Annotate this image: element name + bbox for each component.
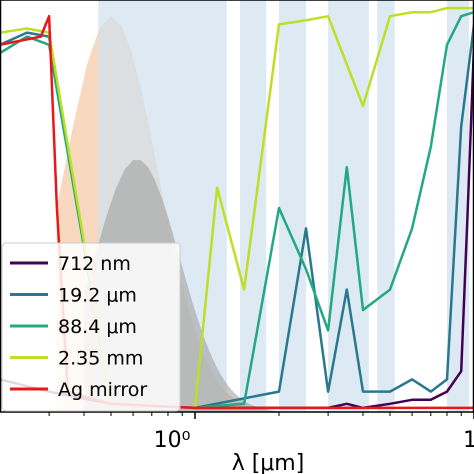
band-atm-4 [377,0,395,412]
legend-label-1: 19.2 μm [58,285,137,307]
legend-label-3: 2.35 mm [58,348,143,370]
legend: 712 nm 19.2 μm 88.4 μm 2.35 mm Ag mirror [1,242,181,412]
background-bands [56,0,470,412]
legend-label-0: 712 nm [58,253,131,275]
x-tick-label-0: 10⁰ [154,428,191,453]
x-axis-label: λ [μm] [232,451,305,474]
legend-label-2: 88.4 μm [58,316,137,338]
band-atm-5 [446,0,470,412]
band-atm-1 [240,0,267,412]
series-line-3 [0,6,474,410]
x-ticks [48,412,474,419]
legend-box [1,242,181,412]
band-atm-2 [278,0,307,412]
legend-label-4: Ag mirror [58,379,147,401]
band-atm-3 [328,0,369,412]
x-tick-label-1: 1 [463,428,474,453]
